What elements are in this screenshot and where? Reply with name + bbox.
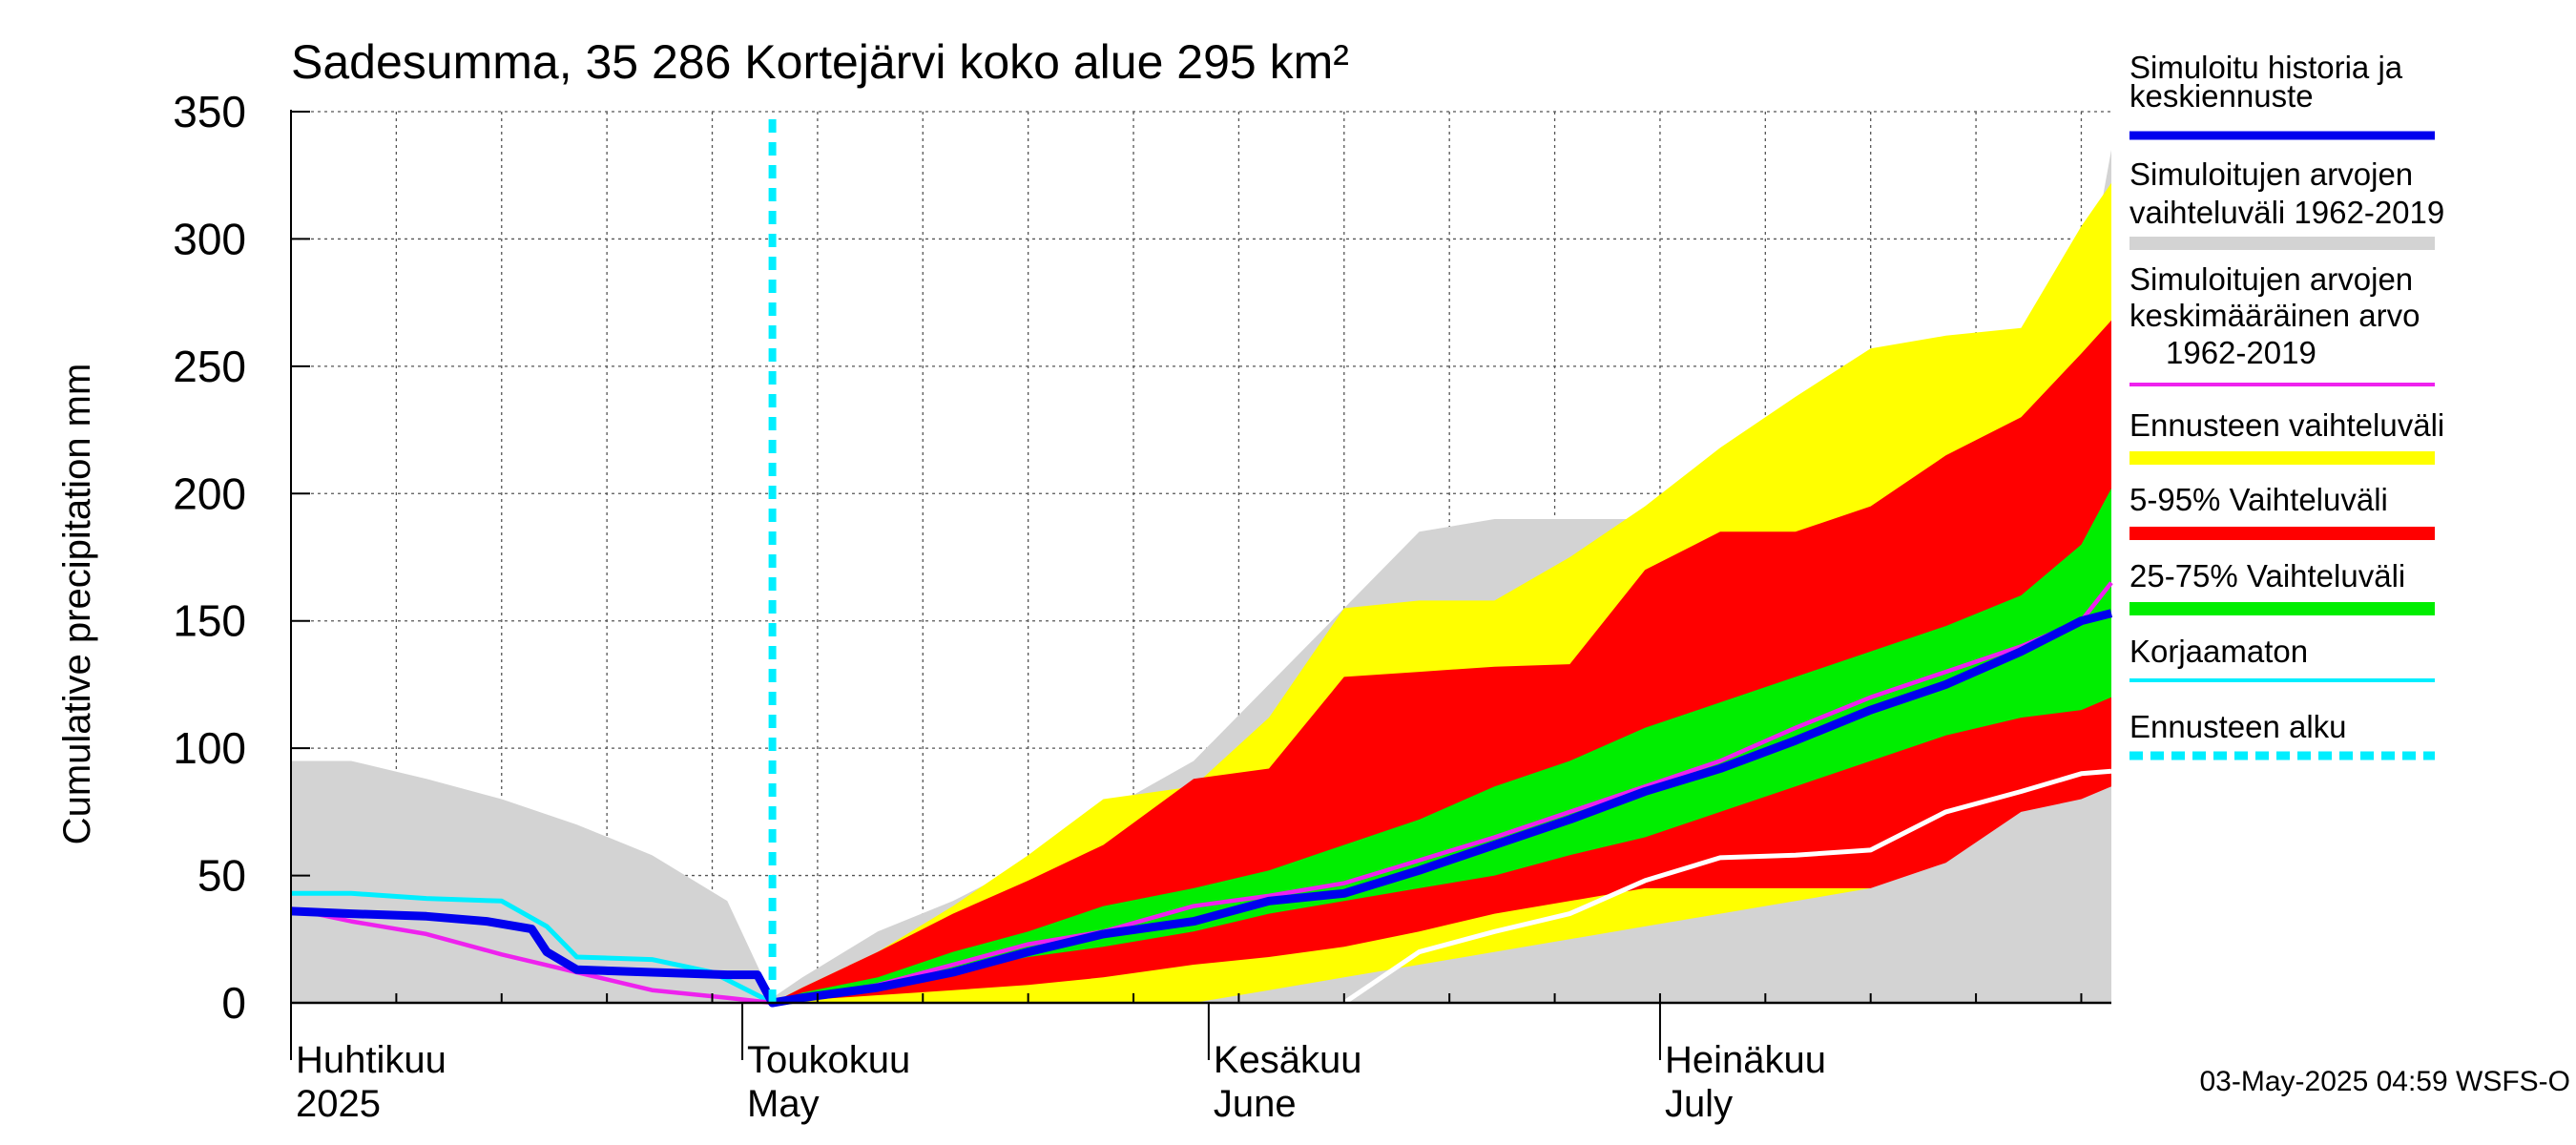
legend-label-fc_start: Ennusteen alku xyxy=(2129,709,2347,744)
legend-label-range_hist: vaihteluväli 1962-2019 xyxy=(2129,195,2444,230)
lines-layer xyxy=(290,119,2113,1008)
y-tick-label: 350 xyxy=(173,87,246,136)
series-line-uncorrected xyxy=(291,890,774,1006)
y-tick-label: 150 xyxy=(173,596,246,646)
band-p5_95 xyxy=(772,320,2111,1003)
month-label-en: July xyxy=(1665,1083,1733,1125)
chart-title: Sadesumma, 35 286 Kortejärvi koko alue 2… xyxy=(291,35,1349,89)
legend-label-p5_95: 5-95% Vaihteluväli xyxy=(2129,482,2388,517)
month-label-en: 2025 xyxy=(296,1083,381,1125)
y-tick-label: 250 xyxy=(173,342,246,391)
legend-label-mean_hist: 1962-2019 xyxy=(2166,335,2316,370)
legend-label-mean_hist: Simuloitujen arvojen xyxy=(2129,261,2413,297)
series-line-mean_hist xyxy=(290,581,2113,1006)
series-line-history xyxy=(290,609,2113,1008)
month-label-fi: Toukokuu xyxy=(747,1039,910,1081)
month-label-en: June xyxy=(1214,1083,1297,1125)
timestamp-footer: 03-May-2025 04:59 WSFS-O xyxy=(2200,1066,2571,1097)
month-label-fi: Kesäkuu xyxy=(1214,1039,1362,1081)
month-label-fi: Huhtikuu xyxy=(296,1039,447,1081)
y-axis-label: Cumulative precipitation mm xyxy=(56,364,98,845)
month-label-fi: Heinäkuu xyxy=(1665,1039,1826,1081)
y-tick-label: 100 xyxy=(173,723,246,773)
series-line-white_line xyxy=(1342,768,2112,1006)
legend-label-p25_75: 25-75% Vaihteluväli xyxy=(2129,558,2405,593)
legend-label-uncorrected: Korjaamaton xyxy=(2129,634,2308,669)
legend-label-mean_hist: keskimääräinen arvo xyxy=(2129,298,2420,333)
legend-label-range_hist: Simuloitujen arvojen xyxy=(2129,156,2413,192)
y-tick-label: 300 xyxy=(173,214,246,263)
y-tick-label: 0 xyxy=(221,978,246,1028)
month-label-en: May xyxy=(747,1083,820,1125)
legend-label-history: Simuloitu historia ja xyxy=(2129,50,2403,85)
y-tick-label: 50 xyxy=(197,851,246,901)
legend-label-history: keskiennuste xyxy=(2129,78,2314,114)
legend-label-range_fc: Ennusteen vaihteluväli xyxy=(2129,407,2444,443)
y-tick-label: 200 xyxy=(173,468,246,518)
band-p25_75 xyxy=(772,488,2111,1003)
